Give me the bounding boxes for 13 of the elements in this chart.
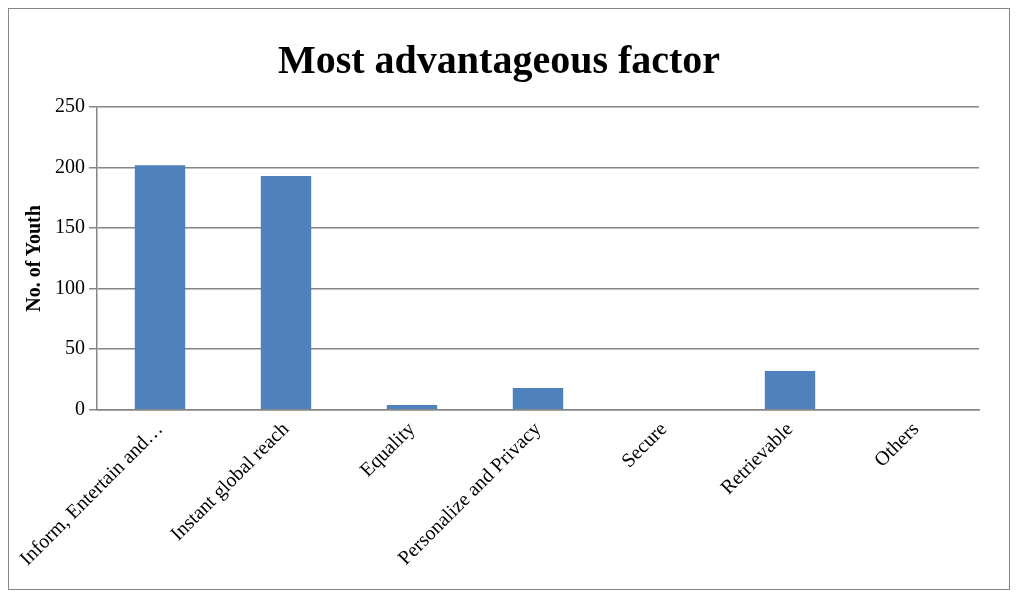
y-tick-label: 50 (65, 336, 85, 359)
bar (386, 404, 438, 410)
bar (260, 176, 312, 410)
y-tick-label: 150 (55, 215, 85, 238)
bar (512, 387, 564, 410)
y-tick-label: 200 (55, 154, 85, 177)
bar (134, 165, 186, 410)
bar (764, 371, 816, 410)
y-axis-title: No. of Youth (22, 205, 45, 312)
chart-title: Most advantageous factor (277, 37, 721, 83)
y-tick-label: 0 (75, 397, 85, 420)
y-tick-label: 250 (55, 94, 85, 117)
y-tick-label: 100 (55, 275, 85, 298)
